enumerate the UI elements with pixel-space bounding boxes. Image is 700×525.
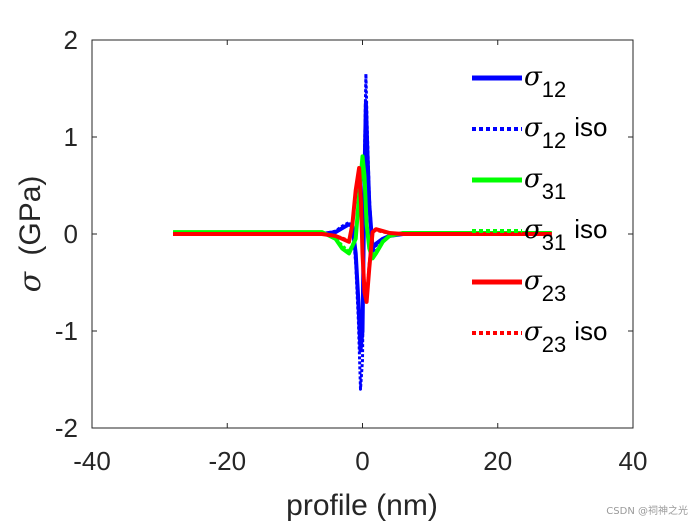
legend-label: σ12	[524, 62, 566, 102]
legend-entry: σ23	[472, 266, 566, 306]
legend-entry: σ31	[472, 164, 566, 204]
x-tick-label: -20	[208, 446, 246, 476]
x-tick-label: -40	[73, 446, 111, 476]
watermark: CSDN @祠神之光	[606, 506, 688, 517]
y-tick-label: 2	[64, 25, 78, 55]
x-tick-label: 0	[355, 446, 369, 476]
y-axis-label-unit: (GPa)	[14, 176, 47, 256]
y-tick-label: -2	[55, 413, 78, 443]
legend-label: σ12 iso	[524, 112, 607, 153]
series-line-σ23	[173, 166, 552, 304]
y-tick-label: -1	[55, 316, 78, 346]
y-axis-label: σ (GPa)	[13, 176, 48, 293]
x-tick-label: 40	[619, 446, 648, 476]
legend-label: σ23 iso	[524, 316, 607, 357]
y-axis-label-symbol: σ	[13, 270, 48, 292]
legend-entry: σ12	[472, 62, 566, 102]
tick-layer: -40 -20 0 20 40 -2 -1 0 1 2	[55, 25, 648, 476]
legend-entry: σ31 iso	[472, 214, 607, 255]
y-tick-label: 0	[64, 219, 78, 249]
x-tick-label: 20	[483, 446, 512, 476]
series-line-σ31-iso	[173, 159, 552, 257]
legend-label: σ31	[524, 164, 566, 204]
x-axis-label: profile (nm)	[286, 489, 438, 522]
legend: σ12 σ12 iso σ31 σ31 iso σ23 σ23 iso	[472, 62, 607, 357]
legend-entry: σ23 iso	[472, 316, 607, 357]
legend-label: σ23	[524, 266, 566, 306]
svg-text:σ (GPa): σ (GPa)	[13, 176, 48, 293]
series-line-σ23-iso	[173, 172, 552, 299]
series-line-σ12-iso	[173, 72, 552, 391]
legend-label: σ31 iso	[524, 214, 607, 255]
y-tick-label: 1	[64, 122, 78, 152]
series-layer	[173, 72, 552, 391]
legend-entry: σ12 iso	[472, 112, 607, 153]
